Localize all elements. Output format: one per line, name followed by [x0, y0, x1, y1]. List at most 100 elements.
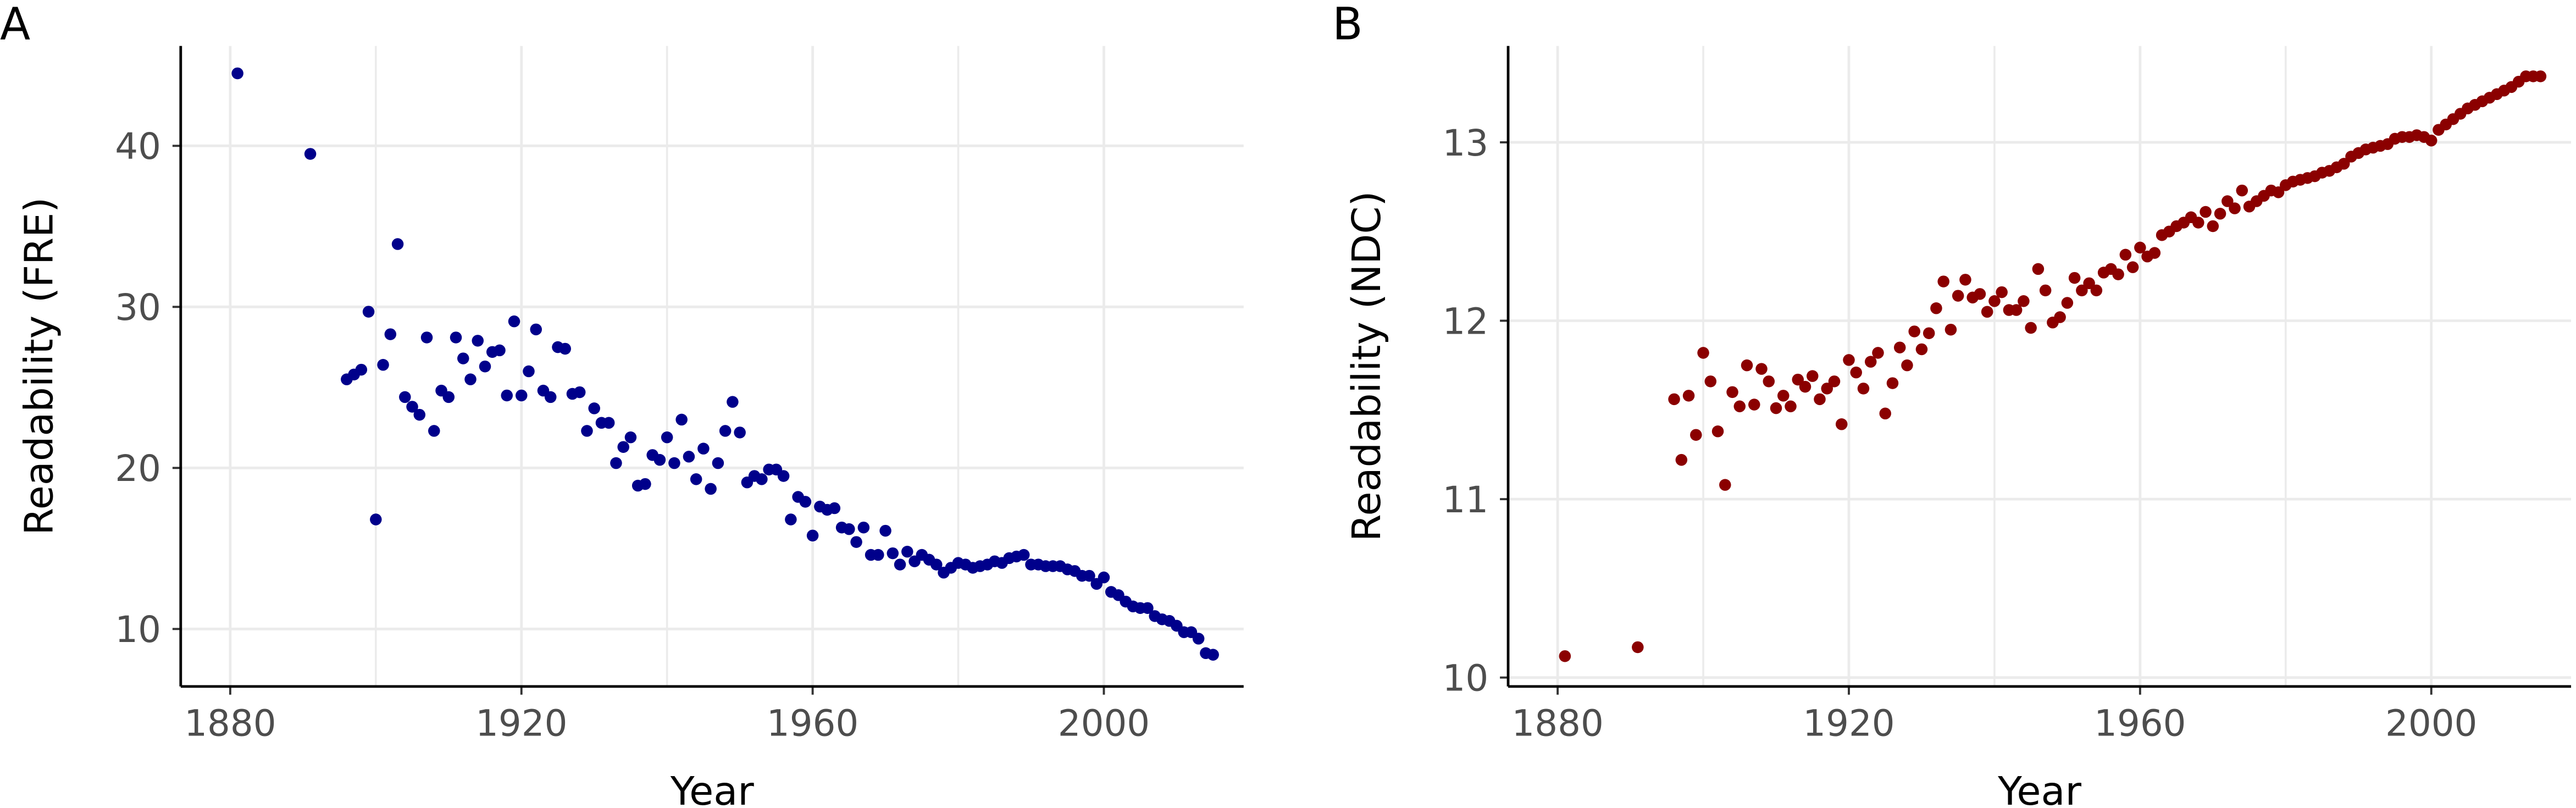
- panel-label: B: [1332, 0, 1362, 51]
- x-tick-label: 1920: [1803, 702, 1894, 745]
- point: [1915, 343, 1928, 356]
- point: [464, 373, 477, 385]
- point: [581, 425, 593, 437]
- point: [1083, 569, 1095, 582]
- point: [2425, 134, 2437, 147]
- point: [843, 523, 855, 535]
- point: [1741, 359, 1753, 372]
- point: [1814, 393, 1826, 406]
- point: [530, 323, 542, 336]
- y-axis-title: Readability (FRE): [16, 197, 62, 535]
- y-axis-title: Readability (NDC): [1343, 191, 1389, 541]
- point: [559, 342, 571, 355]
- point: [442, 391, 455, 403]
- point: [1704, 375, 1717, 388]
- x-tick-label: 1880: [184, 702, 276, 745]
- point: [1690, 429, 1702, 441]
- point: [1559, 650, 1571, 662]
- point: [2236, 184, 2248, 197]
- point: [428, 425, 440, 437]
- y-tick-label: 10: [115, 608, 161, 651]
- point: [2010, 304, 2023, 316]
- point: [777, 470, 790, 482]
- point: [2112, 268, 2124, 280]
- point: [420, 331, 433, 344]
- point: [610, 457, 622, 469]
- x-tick-label: 1880: [1511, 702, 1603, 745]
- point: [930, 558, 943, 571]
- point: [2337, 158, 2350, 170]
- point: [2068, 272, 2081, 284]
- point: [1017, 549, 1030, 561]
- point: [1821, 383, 1833, 395]
- x-tick-label: 1960: [2094, 702, 2186, 745]
- point: [2134, 241, 2146, 254]
- point: [588, 402, 600, 414]
- point: [872, 549, 884, 561]
- x-tick-label: 2000: [1058, 702, 1150, 745]
- point: [624, 431, 637, 444]
- point: [1726, 386, 1738, 399]
- x-tick-label: 2000: [2385, 702, 2477, 745]
- point: [1799, 380, 1811, 393]
- point: [1719, 479, 1731, 491]
- point: [2200, 206, 2212, 218]
- point: [602, 417, 615, 429]
- point: [1770, 402, 1782, 414]
- point: [1755, 363, 1768, 375]
- point: [1697, 347, 1709, 359]
- x-tick-label: 1960: [767, 702, 858, 745]
- point: [2214, 208, 2226, 220]
- point: [887, 547, 899, 560]
- x-axis-title: Year: [670, 768, 754, 808]
- point: [479, 360, 491, 373]
- point: [1828, 375, 1841, 388]
- point: [377, 359, 389, 371]
- point: [806, 529, 819, 542]
- point: [690, 473, 702, 485]
- point: [2192, 217, 2204, 229]
- point: [1923, 327, 1935, 339]
- point: [1945, 323, 1957, 336]
- point: [370, 513, 382, 525]
- point: [450, 331, 462, 344]
- point: [799, 496, 812, 508]
- point: [1142, 602, 1154, 614]
- point: [2025, 322, 2037, 334]
- point: [719, 425, 732, 437]
- point: [391, 238, 404, 250]
- point: [828, 502, 841, 514]
- point: [573, 386, 586, 399]
- point: [1792, 373, 1804, 386]
- point: [675, 413, 688, 426]
- point: [697, 442, 710, 455]
- point: [1850, 366, 1862, 379]
- point: [2090, 284, 2103, 297]
- point: [1668, 393, 1680, 406]
- point: [1748, 399, 1760, 411]
- point: [1806, 370, 1819, 382]
- point: [661, 431, 673, 444]
- point: [508, 315, 520, 328]
- point: [727, 396, 739, 408]
- point: [399, 391, 411, 403]
- point: [1777, 390, 1790, 402]
- point: [515, 389, 528, 402]
- point: [384, 328, 397, 340]
- point: [304, 148, 317, 160]
- point: [1843, 354, 1855, 366]
- point: [734, 427, 746, 439]
- point: [2534, 70, 2547, 82]
- point: [668, 457, 680, 469]
- point: [1908, 325, 1920, 337]
- point: [756, 473, 768, 485]
- panel-label: A: [0, 0, 30, 51]
- point: [2032, 263, 2045, 275]
- point: [2207, 220, 2219, 233]
- point: [653, 453, 666, 466]
- point: [1682, 390, 1695, 402]
- point: [1959, 274, 1971, 286]
- point: [1886, 377, 1899, 389]
